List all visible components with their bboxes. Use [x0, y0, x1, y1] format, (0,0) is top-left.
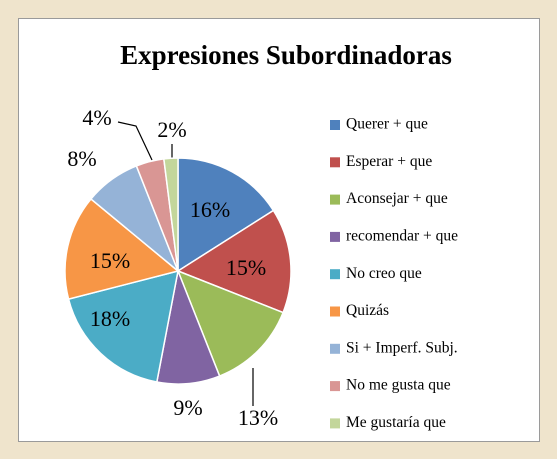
legend-swatch — [330, 418, 340, 429]
data-label: 8% — [67, 146, 96, 171]
data-label: 4% — [82, 105, 111, 130]
data-label: 16% — [190, 197, 230, 222]
legend-label: Si + Imperf. Subj. — [346, 339, 458, 356]
legend-label: Me gustaría que — [346, 414, 446, 431]
leader-line — [117, 121, 153, 161]
pie-slice — [64, 197, 180, 301]
data-label: 15% — [226, 255, 266, 280]
legend-swatch — [330, 306, 340, 317]
legend-swatch — [330, 157, 340, 168]
data-label: 13% — [238, 405, 278, 430]
pie-slice — [176, 269, 285, 378]
data-label: 9% — [173, 395, 202, 420]
legend-label: No creo que — [346, 265, 422, 282]
legend-label: Aconsejar + que — [346, 190, 448, 207]
chart-title: Expresiones Subordinadoras — [120, 40, 452, 70]
legend-swatch — [330, 194, 340, 205]
leader-lines — [117, 121, 254, 406]
legend-label: Quizás — [346, 302, 389, 319]
data-label: 2% — [157, 117, 186, 142]
pie-slice — [176, 209, 292, 314]
legend-swatch — [330, 343, 340, 354]
pie-slice — [162, 157, 179, 272]
legend-label: No me gusta que — [346, 377, 451, 394]
legend-swatch — [330, 381, 340, 392]
data-label: 15% — [90, 248, 130, 273]
pie-slice — [67, 269, 179, 383]
pie-slice — [177, 157, 275, 273]
legend-swatch — [330, 120, 340, 130]
legend-label: Esperar + que — [346, 153, 432, 170]
legend-label: Querer + que — [346, 116, 428, 133]
data-label: 18% — [90, 306, 130, 331]
legend-label: recomendar + que — [346, 227, 458, 244]
legend-swatch — [330, 269, 340, 280]
legend-swatch — [330, 231, 340, 242]
